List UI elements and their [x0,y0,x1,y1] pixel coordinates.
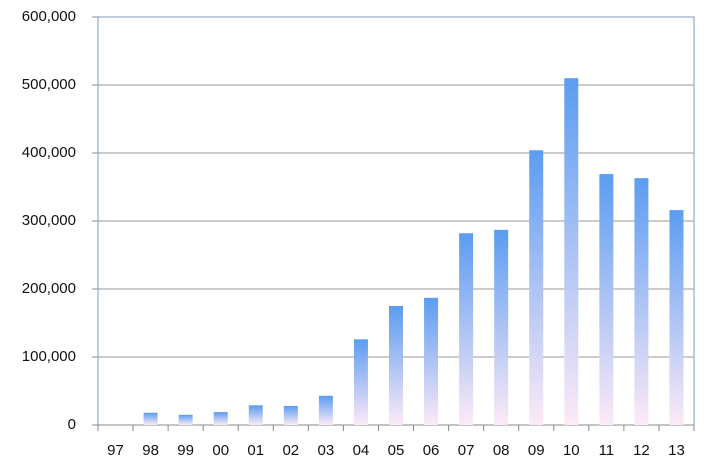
x-tick-label: 08 [493,442,510,459]
x-tick-label: 11 [599,442,615,459]
bar [634,178,649,425]
bar [248,405,263,425]
x-tick-label: 02 [282,442,299,459]
bar [178,414,193,425]
bar [529,150,544,425]
x-tick-label: 00 [212,442,229,459]
y-tick-label: 0 [68,416,76,433]
y-tick-label: 300,000 [22,212,76,229]
x-tick-label: 98 [142,442,159,459]
x-tick-label: 03 [318,442,335,459]
bar [424,297,439,425]
bar [143,412,158,425]
x-tick-label: 04 [353,442,370,459]
bar [599,174,614,425]
bar [459,233,474,425]
bar [494,229,509,425]
x-tick-label: 13 [668,442,685,459]
y-tick-label: 200,000 [22,280,76,297]
bar [353,339,368,425]
x-tick-label: 01 [247,442,264,459]
bar [389,306,403,425]
x-tick-label: 10 [563,442,580,459]
x-tick-label: 05 [388,442,405,459]
y-tick-label: 400,000 [22,144,76,161]
bar [283,405,298,425]
y-tick-label: 600,000 [22,8,76,25]
y-tick-label: 100,000 [22,348,76,365]
bar [669,210,684,425]
x-tick-label: 97 [107,442,124,459]
y-tick-label: 500,000 [22,76,76,93]
x-tick-label: 09 [528,442,545,459]
x-tick-label: 06 [423,442,440,459]
bar [564,78,579,425]
x-tick-label: 12 [633,442,650,459]
x-tick-label: 07 [458,442,475,459]
bar [318,395,333,425]
x-tick-label: 99 [177,442,194,459]
bar [213,412,228,425]
